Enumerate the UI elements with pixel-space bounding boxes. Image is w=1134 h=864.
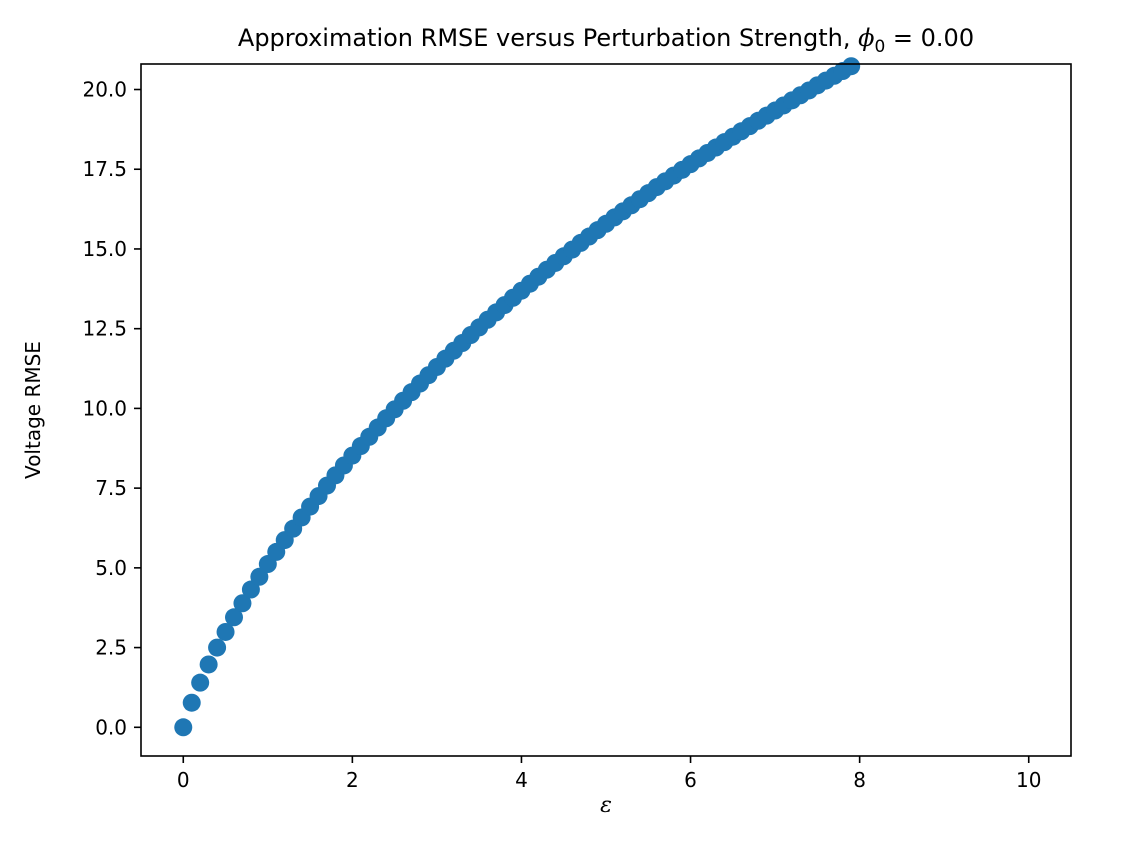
x-tick-label: 10 (1016, 768, 1041, 792)
data-point (199, 655, 218, 674)
x-tick-label: 4 (515, 768, 528, 792)
y-axis-label: Voltage RMSE (21, 341, 45, 479)
data-point (250, 567, 269, 586)
chart-title-symbol: ϕ (858, 24, 874, 52)
y-tick-label: 10.0 (82, 396, 127, 420)
x-tick-label: 8 (853, 768, 866, 792)
y-tick-label: 7.5 (95, 476, 127, 500)
data-point (191, 673, 210, 692)
chart-title-subscript: 0 (874, 37, 885, 57)
y-tick-label: 20.0 (82, 78, 127, 102)
data-points (174, 57, 861, 737)
y-axis-ticks: 0.0 2.5 5.0 7.5 10.0 12.5 15.0 17.5 20.0 (82, 78, 141, 739)
data-point (225, 608, 243, 627)
x-axis-ticks: 0 2 4 6 8 10 (177, 756, 1041, 792)
x-axis-label: ε (600, 793, 612, 818)
x-tick-label: 2 (346, 768, 359, 792)
data-point (842, 57, 861, 76)
data-point (174, 718, 193, 737)
data-point (241, 580, 260, 599)
y-tick-label: 5.0 (95, 556, 127, 580)
y-tick-label: 17.5 (82, 157, 127, 181)
y-tick-label: 2.5 (95, 636, 127, 660)
chart-title-value: = 0.00 (885, 24, 974, 52)
chart-title: Approximation RMSE versus Perturbation S… (238, 24, 974, 57)
data-point (216, 622, 235, 641)
x-tick-label: 0 (177, 768, 190, 792)
data-point (233, 594, 252, 613)
y-tick-label: 0.0 (95, 715, 127, 739)
x-tick-label: 6 (684, 768, 697, 792)
plot-frame (140, 63, 1072, 757)
data-point (208, 638, 227, 657)
y-tick-label: 15.0 (82, 237, 127, 261)
chart-title-text: Approximation RMSE versus Perturbation S… (238, 24, 858, 52)
y-tick-label: 12.5 (82, 317, 127, 341)
data-point (182, 693, 201, 712)
